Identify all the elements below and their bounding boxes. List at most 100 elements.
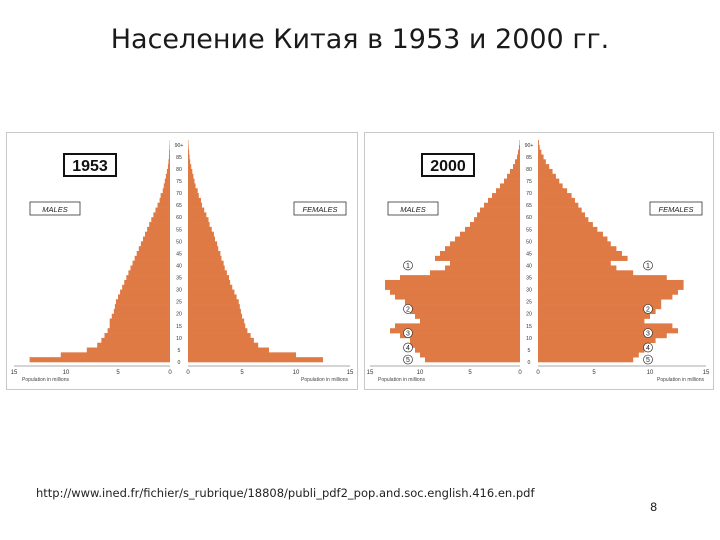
bar-female-age-48	[538, 241, 611, 247]
bar-male-age-86	[169, 149, 170, 155]
age-tick-label: 80	[176, 167, 182, 173]
bar-male-age-60	[477, 212, 520, 218]
bar-male-age-12	[107, 328, 170, 334]
bar-male-age-46	[445, 246, 520, 252]
bar-female-age-56	[538, 222, 593, 228]
bar-female-age-76	[188, 173, 194, 179]
bar-female-age-70	[538, 188, 568, 194]
bar-male-age-6	[97, 342, 170, 348]
bar-female-age-10	[538, 333, 667, 339]
bar-male-age-38	[130, 265, 170, 271]
x-tick-left: 5	[468, 370, 472, 376]
x-tick-right: 5	[240, 370, 244, 376]
bar-male-age-64	[157, 202, 170, 208]
x-label-left: Population in millions	[22, 377, 69, 383]
females-label-box	[293, 201, 347, 216]
males-label-box	[29, 201, 81, 216]
bar-male-age-10	[400, 333, 520, 339]
bar-female-age-4	[188, 347, 269, 353]
bar-male-age-34	[126, 275, 170, 281]
bar-male-age-82	[168, 159, 170, 165]
bar-male-age-2	[420, 352, 520, 358]
bar-male-age-70	[162, 188, 170, 194]
bar-female-age-4	[538, 347, 645, 353]
bar-female-age-76	[538, 173, 556, 179]
bar-female-age-60	[538, 212, 586, 218]
marker-circle	[403, 260, 413, 271]
bar-male-age-16	[420, 318, 520, 324]
bar-female-age-82	[188, 159, 191, 165]
bar-female-age-74	[538, 178, 560, 184]
x-tick-right: 15	[703, 370, 710, 376]
age-tick-label: 85	[526, 155, 532, 161]
bar-male-age-58	[151, 217, 170, 223]
bar-male-age-64	[484, 202, 520, 208]
females-label: FEMALES	[658, 205, 693, 214]
age-tick-label: 50	[526, 239, 532, 245]
bar-female-age-16	[188, 318, 245, 324]
bar-female-age-62	[538, 207, 582, 213]
age-tick-label: 20	[526, 312, 532, 318]
marker-circle	[643, 354, 653, 365]
bar-male-age-10	[104, 333, 170, 339]
bar-female-age-36	[538, 270, 634, 276]
bar-male-age-88	[519, 144, 520, 150]
bar-female-age-64	[538, 202, 579, 208]
bar-male-age-52	[460, 231, 520, 237]
x-tick-right: 10	[293, 370, 300, 376]
chart-frame	[6, 132, 358, 390]
bar-female-age-14	[188, 323, 246, 329]
bar-male-age-34	[400, 275, 520, 281]
x-tick-left: 15	[11, 370, 18, 376]
age-tick-label: 55	[176, 227, 182, 233]
x-tick-right: 15	[347, 370, 354, 376]
age-tick-label: 80	[526, 167, 532, 173]
bar-female-age-46	[538, 246, 617, 252]
marker-circle	[403, 342, 413, 353]
bar-female-age-20	[188, 308, 241, 315]
bar-female-age-84	[538, 154, 544, 160]
x-tick-left: 5	[116, 370, 120, 376]
x-tick-right: 5	[592, 370, 596, 376]
age-tick-label: 15	[526, 324, 532, 330]
bar-male-age-14	[109, 323, 170, 329]
marker-circle	[643, 328, 653, 338]
bar-male-age-74	[164, 178, 170, 184]
age-tick-label: 5	[178, 348, 181, 354]
bar-female-age-14	[538, 323, 673, 329]
bar-male-age-38	[445, 265, 520, 271]
source-link[interactable]: http://www.ined.fr/fichier/s_rubrique/18…	[36, 486, 535, 500]
bar-female-age-2	[188, 352, 296, 358]
bar-female-age-78	[538, 168, 553, 175]
bar-female-age-26	[188, 294, 237, 300]
bar-female-age-40	[538, 260, 611, 266]
marker-circle	[403, 354, 413, 365]
age-tick-label: 70	[176, 191, 182, 197]
bar-female-age-58	[188, 217, 209, 223]
bar-male-age-2	[60, 352, 170, 358]
bar-male-age-40	[132, 260, 170, 266]
bar-female-age-30	[188, 284, 233, 290]
bar-female-age-2	[538, 352, 639, 358]
age-tick-label: 65	[526, 203, 532, 209]
marker-label-right: 1	[646, 263, 650, 270]
bar-male-age-4	[415, 347, 520, 353]
bar-male-age-28	[390, 289, 520, 295]
bar-female-age-42	[188, 255, 222, 261]
age-tick-label: 60	[176, 215, 182, 221]
bar-male-age-54	[465, 226, 520, 232]
bar-female-age-62	[188, 207, 205, 213]
marker-label-left: 4	[406, 345, 410, 352]
bar-male-age-24	[405, 299, 520, 305]
bar-female-age-46	[188, 246, 219, 252]
x-tick-left: 10	[417, 370, 424, 376]
bar-male-age-80	[167, 164, 170, 170]
age-tick-label: 0	[178, 360, 181, 366]
year-label: 2000	[430, 158, 466, 175]
marker-circle	[643, 260, 653, 271]
year-box: 2000	[421, 153, 475, 177]
bar-male-age-42	[435, 255, 520, 261]
bar-male-age-20	[410, 308, 520, 315]
